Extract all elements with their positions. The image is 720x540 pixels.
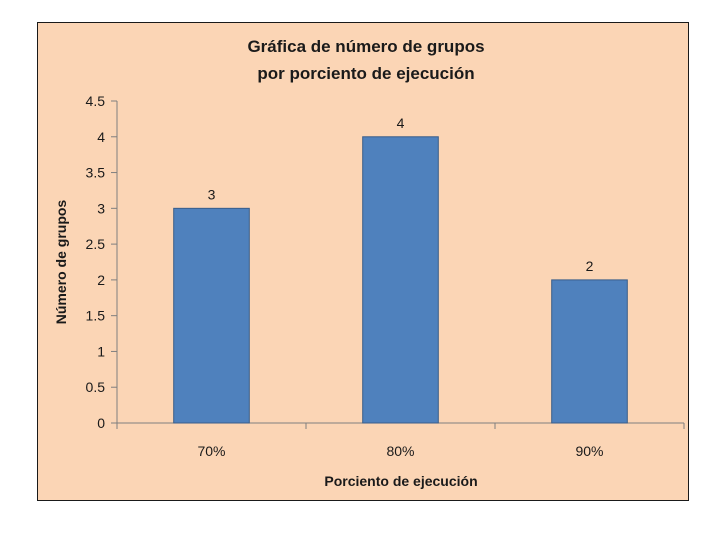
y-tick-label: 3.5	[86, 165, 106, 181]
y-tick-label: 1	[97, 343, 105, 359]
y-tick-label: 0	[97, 415, 105, 431]
y-tick-label: 2	[97, 272, 105, 288]
bar-90pct	[551, 279, 628, 424]
y-tick-label: 4.5	[86, 93, 106, 109]
y-tick-label: 3	[97, 200, 105, 216]
y-tick-label: 2.5	[86, 236, 106, 252]
bar-70pct	[173, 207, 250, 424]
x-axis-title: Porciento de ejecución	[324, 473, 477, 489]
y-tick-label: 0.5	[86, 379, 106, 395]
y-tick-label: 1.5	[86, 308, 106, 324]
y-tick-label: 4	[97, 129, 105, 145]
x-tick-label: 80%	[386, 443, 414, 459]
x-tick-label: 70%	[197, 443, 225, 459]
x-tick-label: 90%	[575, 443, 603, 459]
y-axis-title: Número de grupos	[53, 200, 69, 325]
chart-title-line-2: por porciento de ejecución	[257, 64, 474, 83]
bar-80pct	[362, 136, 439, 424]
chart-title-line-1: Gráfica de número de grupos	[247, 37, 484, 56]
data-label: 2	[586, 258, 594, 274]
data-label: 4	[397, 115, 405, 131]
data-label: 3	[208, 186, 216, 202]
